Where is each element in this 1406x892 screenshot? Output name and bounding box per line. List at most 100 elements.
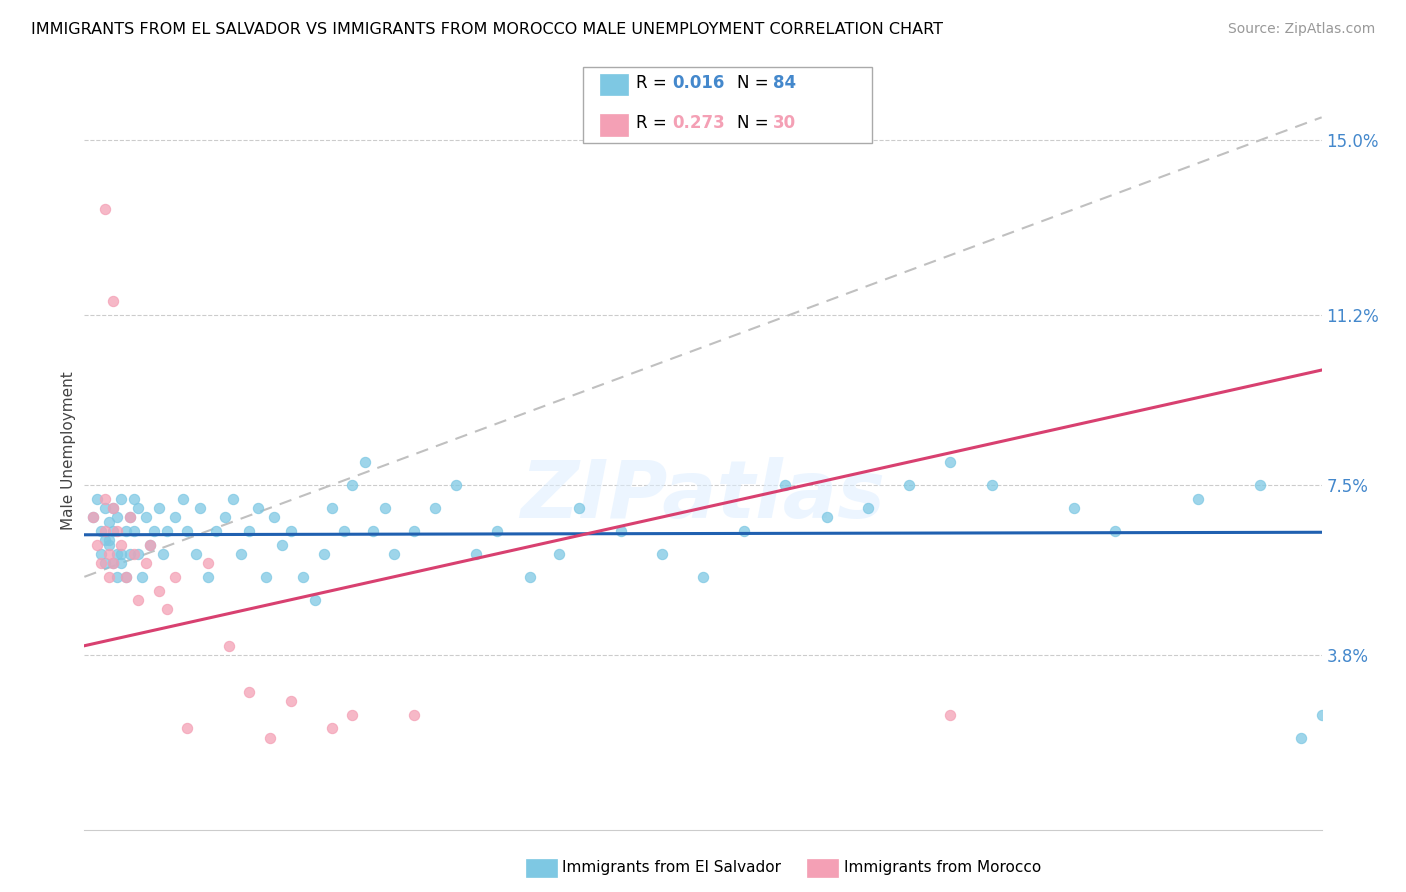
Point [148, 583, 170, 598]
Point [980, 478, 1002, 492]
Point [939, 707, 962, 722]
Point [139, 538, 162, 552]
Text: 30: 30 [773, 114, 796, 132]
Point [110, 556, 132, 570]
Point [135, 556, 157, 570]
Point [110, 491, 132, 506]
Point [361, 524, 384, 538]
Point [197, 570, 219, 584]
Text: N =: N = [737, 74, 773, 92]
Point [176, 524, 198, 538]
Point [188, 500, 211, 515]
Point [105, 570, 128, 584]
Point [404, 524, 426, 538]
Point [131, 570, 153, 584]
Text: Immigrants from El Salvador: Immigrants from El Salvador [562, 860, 782, 874]
Point [1187, 491, 1209, 506]
Point [94, 524, 117, 538]
Point [815, 510, 838, 524]
Point [90, 524, 112, 538]
Text: 84: 84 [773, 74, 796, 92]
Point [205, 524, 228, 538]
Point [304, 592, 326, 607]
Point [98, 515, 121, 529]
Text: ZIPatlas: ZIPatlas [520, 457, 886, 535]
Point [135, 510, 157, 524]
Point [110, 547, 132, 561]
Point [98, 547, 121, 561]
Point [321, 500, 343, 515]
Point [214, 510, 236, 524]
Point [118, 510, 141, 524]
Point [254, 570, 277, 584]
Text: Source: ZipAtlas.com: Source: ZipAtlas.com [1227, 22, 1375, 37]
Point [94, 500, 117, 515]
Point [333, 524, 356, 538]
Point [259, 731, 281, 745]
Point [246, 500, 269, 515]
Point [105, 510, 128, 524]
Point [271, 538, 294, 552]
Point [291, 570, 314, 584]
Point [382, 547, 405, 561]
Point [127, 592, 149, 607]
Point [103, 500, 125, 515]
Point [939, 455, 962, 469]
Point [444, 478, 467, 492]
Point [103, 524, 125, 538]
Point [172, 491, 194, 506]
Point [90, 556, 112, 570]
Point [176, 722, 198, 736]
Point [465, 547, 488, 561]
Point [775, 478, 797, 492]
Point [98, 538, 121, 552]
Point [86, 538, 108, 552]
Point [82, 510, 104, 524]
Point [568, 500, 591, 515]
Point [114, 570, 136, 584]
Text: R =: R = [636, 114, 672, 132]
Point [733, 524, 755, 538]
Text: IMMIGRANTS FROM EL SALVADOR VS IMMIGRANTS FROM MOROCCO MALE UNEMPLOYMENT CORRELA: IMMIGRANTS FROM EL SALVADOR VS IMMIGRANT… [31, 22, 943, 37]
Point [94, 491, 117, 506]
Text: N =: N = [737, 114, 773, 132]
Point [103, 556, 125, 570]
Point [1249, 478, 1271, 492]
Point [118, 510, 141, 524]
Point [547, 547, 569, 561]
Point [353, 455, 375, 469]
Point [122, 547, 145, 561]
Point [110, 538, 132, 552]
Point [898, 478, 921, 492]
Point [485, 524, 508, 538]
Point [229, 547, 252, 561]
Point [404, 707, 426, 722]
Point [148, 500, 170, 515]
Point [238, 684, 260, 698]
Point [222, 491, 245, 506]
Point [94, 556, 117, 570]
Point [98, 533, 121, 547]
Text: Immigrants from Morocco: Immigrants from Morocco [844, 860, 1040, 874]
Point [152, 547, 174, 561]
Point [342, 707, 364, 722]
Point [218, 639, 240, 653]
Point [127, 500, 149, 515]
Point [86, 491, 108, 506]
Point [609, 524, 631, 538]
Text: R =: R = [636, 74, 672, 92]
Point [98, 570, 121, 584]
Point [238, 524, 260, 538]
Point [122, 524, 145, 538]
Point [127, 547, 149, 561]
Point [105, 547, 128, 561]
Point [156, 524, 179, 538]
Point [1104, 524, 1126, 538]
Point [423, 500, 446, 515]
Point [280, 694, 302, 708]
Point [90, 547, 112, 561]
Point [82, 510, 104, 524]
Point [280, 524, 302, 538]
Point [651, 547, 673, 561]
Point [692, 570, 714, 584]
